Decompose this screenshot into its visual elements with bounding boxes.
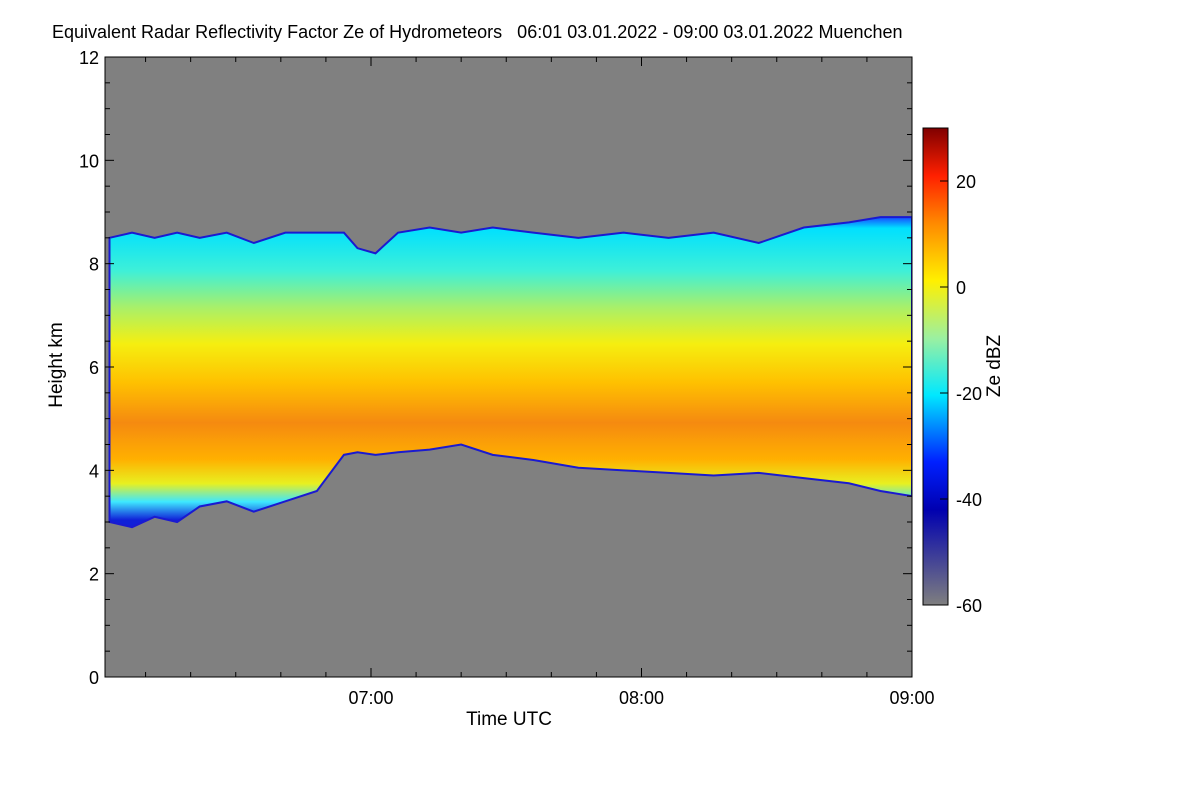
y-tick-label: 2 (89, 565, 99, 585)
cloud-layer (108, 216, 912, 529)
y-tick-label: 8 (89, 255, 99, 275)
x-tick-label: 08:00 (619, 688, 664, 708)
y-tick-label: 12 (79, 48, 99, 68)
y-tick-label: 10 (79, 151, 99, 171)
y-tick-label: 4 (89, 461, 99, 481)
x-tick-label: 07:00 (348, 688, 393, 708)
colorbar-tick-label: 0 (956, 278, 966, 298)
y-tick-label: 0 (89, 668, 99, 688)
colorbar-tick-label: -40 (956, 490, 982, 510)
colorbar-tick-label: -60 (956, 596, 982, 616)
chart-title: Equivalent Radar Reflectivity Factor Ze … (52, 22, 903, 42)
x-axis-label: Time UTC (466, 709, 552, 730)
colorbar-tick-label: 20 (956, 172, 976, 192)
colorbar-tick-label: -20 (956, 384, 982, 404)
x-tick-label: 09:00 (889, 688, 934, 708)
colorbar (922, 127, 949, 606)
colorbar-label: Ze dBZ (984, 334, 1005, 397)
y-axis-label: Height km (46, 322, 67, 408)
y-tick-label: 6 (89, 358, 99, 378)
